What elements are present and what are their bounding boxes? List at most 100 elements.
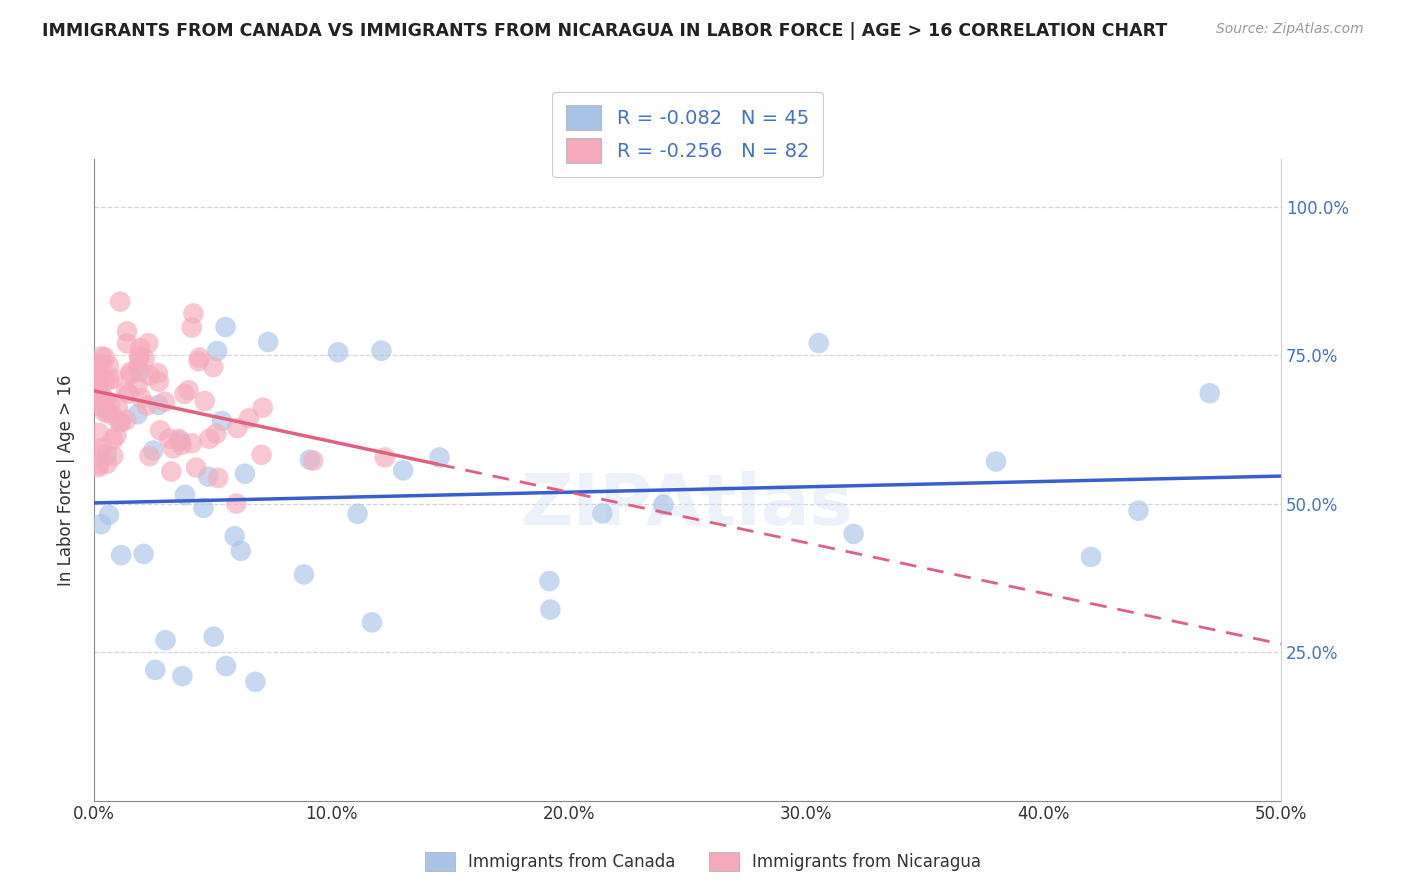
Point [245, 674, 267, 689]
Point [207, 471, 229, 485]
Text: IMMIGRANTS FROM CANADA VS IMMIGRANTS FROM NICARAGUA IN LABOR FORCE | AGE > 16 CO: IMMIGRANTS FROM CANADA VS IMMIGRANTS FRO… [42, 22, 1167, 40]
Point [127, 407, 149, 421]
Point [652, 498, 675, 512]
Point [91, 358, 114, 372]
Point [128, 351, 150, 365]
Point [257, 334, 280, 349]
Point [87, 390, 110, 404]
Point [143, 663, 166, 677]
Point [180, 320, 202, 334]
Point [298, 452, 321, 467]
Point [215, 659, 238, 673]
Legend: Immigrants from Canada, Immigrants from Nicaragua: Immigrants from Canada, Immigrants from … [416, 843, 990, 880]
Point [115, 336, 138, 351]
Text: ZIPAtlas: ZIPAtlas [522, 471, 853, 540]
Point [370, 343, 392, 358]
Point [91, 441, 114, 455]
Point [160, 465, 183, 479]
Point [115, 384, 138, 399]
Point [538, 574, 561, 588]
Point [98, 508, 121, 522]
Point [188, 351, 211, 365]
Point [94, 351, 117, 365]
Point [842, 527, 865, 541]
Point [429, 450, 451, 465]
Point [162, 442, 184, 456]
Point [250, 448, 273, 462]
Point [128, 365, 150, 379]
Point [115, 324, 138, 338]
Point [238, 411, 260, 425]
Point [101, 433, 124, 447]
Point [807, 336, 830, 351]
Point [87, 378, 110, 392]
Point [155, 633, 177, 648]
Point [87, 425, 110, 440]
Point [202, 359, 225, 374]
Point [157, 432, 180, 446]
Point [87, 384, 110, 399]
Point [146, 366, 169, 380]
Point [96, 448, 118, 462]
Point [224, 529, 246, 543]
Point [98, 359, 121, 373]
Point [1080, 549, 1102, 564]
Point [205, 426, 228, 441]
Point [374, 450, 396, 465]
Point [94, 398, 117, 412]
Point [107, 401, 129, 415]
Point [120, 365, 142, 379]
Point [167, 432, 190, 446]
Point [103, 371, 125, 385]
Point [142, 443, 165, 458]
Point [198, 432, 221, 446]
Point [229, 543, 252, 558]
Point [326, 345, 349, 359]
Point [110, 416, 132, 430]
Point [173, 387, 195, 401]
Point [177, 383, 200, 397]
Point [90, 349, 112, 363]
Point [96, 457, 118, 471]
Point [101, 409, 124, 423]
Point [211, 414, 233, 428]
Point [87, 460, 110, 475]
Point [90, 517, 112, 532]
Point [187, 354, 209, 368]
Point [225, 497, 247, 511]
Point [138, 449, 160, 463]
Point [233, 467, 256, 481]
Point [538, 602, 561, 616]
Point [174, 488, 197, 502]
Legend: R = -0.082   N = 45, R = -0.256   N = 82: R = -0.082 N = 45, R = -0.256 N = 82 [553, 92, 823, 177]
Point [205, 343, 228, 358]
Point [149, 423, 172, 437]
Point [172, 669, 194, 683]
Point [193, 500, 215, 515]
Point [148, 375, 170, 389]
Point [105, 428, 128, 442]
Point [183, 306, 205, 320]
Y-axis label: In Labor Force | Age > 16: In Labor Force | Age > 16 [58, 374, 75, 585]
Point [87, 377, 110, 392]
Point [139, 368, 162, 383]
Point [984, 454, 1007, 468]
Point [93, 401, 115, 416]
Point [180, 436, 202, 450]
Point [128, 349, 150, 363]
Point [103, 449, 125, 463]
Point [127, 359, 149, 374]
Point [87, 365, 110, 379]
Point [148, 398, 170, 412]
Point [94, 373, 117, 387]
Point [135, 399, 157, 413]
Point [169, 434, 191, 448]
Point [134, 351, 156, 366]
Point [87, 368, 110, 382]
Point [87, 458, 110, 472]
Point [98, 373, 121, 387]
Point [153, 394, 176, 409]
Point [127, 378, 149, 392]
Point [108, 294, 131, 309]
Point [120, 368, 142, 382]
